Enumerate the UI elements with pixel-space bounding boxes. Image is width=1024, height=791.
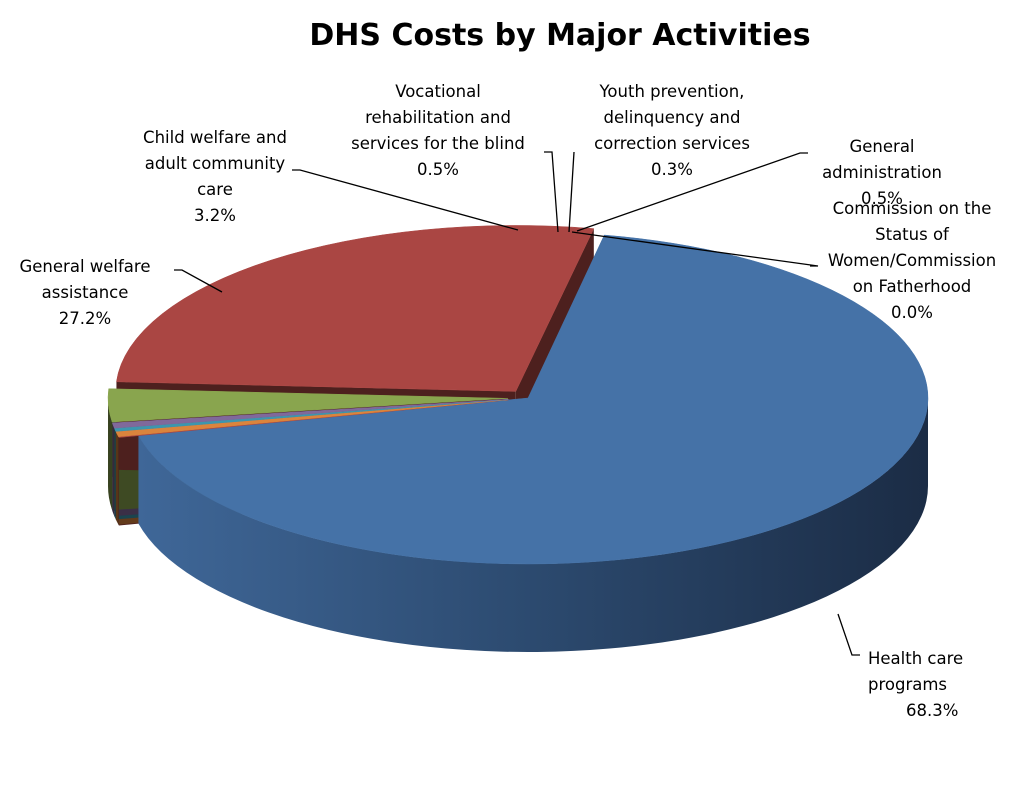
slice-genwelfare	[116, 225, 595, 392]
leader-line-health	[837, 613, 860, 656]
slice-value-commission: 0.0%	[891, 303, 933, 322]
slice-value-genwelfare: 27.2%	[59, 309, 111, 328]
slice-side-youth	[114, 428, 116, 520]
slice-label-genwelfare: General welfare assistance 27.2%	[20, 257, 151, 328]
slice-label-genadmin: General administration 0.5%	[822, 137, 942, 208]
leader-line-genwelfare	[174, 269, 223, 293]
slice-label-line-childwelfare: adult community	[145, 154, 286, 173]
slice-label-line-commission: Commission on the	[833, 199, 992, 218]
slice-label-youth: Youth prevention, delinquency and correcti…	[594, 82, 750, 179]
slice-label-line-youth: Youth prevention,	[599, 82, 745, 101]
slice-label-line-genwelfare: assistance	[42, 283, 129, 302]
slice-side-health	[138, 398, 928, 652]
slice-label-line-genadmin: General	[849, 137, 914, 156]
slice-tops	[107, 225, 929, 565]
leader-line-genadmin	[576, 152, 808, 232]
slice-label-line-commission: Women/Commission	[828, 251, 996, 270]
slice-label-commission: Commission on the Status of Women/Commissi…	[828, 199, 996, 322]
slice-label-vocational: Vocational rehabilitation and services for…	[351, 82, 525, 179]
slice-label-health: Health care programs 68.3%	[868, 649, 963, 720]
slice-side-childwelfare	[108, 398, 113, 510]
slice-label-line-genwelfare: General welfare	[20, 257, 151, 276]
slice-value-childwelfare: 3.2%	[194, 206, 236, 225]
slice-label-line-vocational: Vocational	[395, 82, 481, 101]
slice-labels: Health care programs 68.3% Commission on th…	[20, 82, 997, 720]
slice-label-line-childwelfare: care	[197, 180, 233, 199]
slice-childwelfare	[107, 388, 509, 423]
slice-label-line-youth: delinquency and	[604, 108, 741, 127]
slice-value-genadmin: 0.5%	[861, 189, 903, 208]
leader-line-youth	[568, 151, 575, 233]
slice-label-line-health: programs	[868, 675, 947, 694]
leader-line-childwelfare	[292, 169, 519, 231]
slice-label-line-health: Health care	[868, 649, 963, 668]
slice-health	[138, 234, 929, 565]
slice-label-line-commission: Status of	[875, 225, 950, 244]
slice-label-line-commission: on Fatherhood	[853, 277, 972, 296]
slice-vocational	[111, 399, 509, 429]
leader-line-commission	[571, 231, 819, 267]
slice-side-vocational	[112, 422, 115, 517]
leader-lines	[174, 151, 860, 656]
slice-label-line-childwelfare: Child welfare and	[143, 128, 287, 147]
slice-value-health: 68.3%	[906, 701, 958, 720]
chart-title: DHS Costs by Major Activities	[309, 18, 810, 53]
slice-label-line-genadmin: administration	[822, 163, 942, 182]
leader-line-vocational	[544, 151, 559, 233]
slice-label-line-vocational: services for the blind	[351, 134, 525, 153]
slice-value-vocational: 0.5%	[417, 160, 459, 179]
slice-label-line-vocational: rehabilitation and	[365, 108, 511, 127]
slice-label-childwelfare: Child welfare and adult community care 3.2%	[143, 128, 287, 225]
slice-side-genadmin	[115, 431, 119, 525]
slice-value-youth: 0.3%	[651, 160, 693, 179]
slice-label-line-youth: correction services	[594, 134, 750, 153]
